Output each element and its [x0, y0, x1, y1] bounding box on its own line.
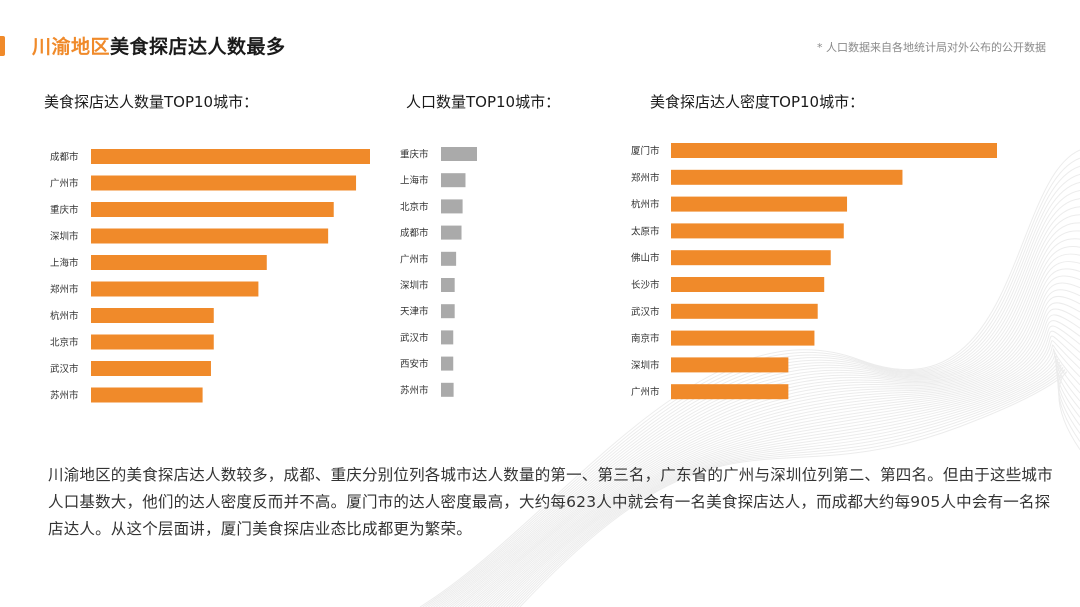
- count-category-label: 成都市: [50, 151, 79, 163]
- density-bar: [671, 277, 825, 292]
- count-category-label: 杭州市: [50, 310, 79, 322]
- count-bar: [91, 387, 203, 403]
- page-title-highlight: 川渝地区: [32, 36, 111, 58]
- count-bar: [91, 361, 211, 376]
- page-title-rest: 美食探店达人数最多: [110, 36, 286, 58]
- count-bar: [91, 228, 329, 244]
- density-bar: [671, 384, 789, 400]
- density-bar: [671, 250, 831, 266]
- density-bar: [671, 303, 818, 319]
- chart-title-creator-density: 美食探店达人密度TOP10城市：: [650, 93, 865, 111]
- count-category-label: 苏州市: [50, 390, 79, 402]
- population-bar: [441, 278, 455, 292]
- density-category-label: 长沙市: [631, 279, 660, 291]
- density-bar: [671, 143, 997, 158]
- population-category-label: 武汉市: [400, 332, 429, 344]
- title-accent-bar: [0, 36, 5, 56]
- population-bar: [441, 330, 454, 345]
- density-category-label: 武汉市: [631, 306, 660, 318]
- count-bar: [91, 308, 214, 323]
- count-category-label: 上海市: [50, 257, 79, 269]
- page-title: 川渝地区美食探店达人数最多: [32, 32, 286, 59]
- count-bar: [91, 202, 334, 217]
- count-bar: [91, 149, 370, 164]
- count-bar: [91, 175, 357, 191]
- density-category-label: 太原市: [631, 225, 660, 237]
- count-bar: [91, 281, 259, 297]
- count-category-label: 重庆市: [50, 204, 79, 216]
- population-bar: [441, 173, 466, 188]
- density-category-label: 广州市: [631, 386, 660, 398]
- population-category-label: 苏州市: [400, 384, 429, 396]
- population-bar: [441, 251, 457, 266]
- count-bar: [91, 334, 214, 350]
- population-category-label: 广州市: [400, 253, 429, 265]
- summary-paragraph: 川渝地区的美食探店达人数较多，成都、重庆分别位列各城市达人数量的第一、第三名，广…: [48, 466, 1053, 538]
- population-bar: [441, 382, 454, 397]
- count-category-label: 北京市: [50, 337, 79, 349]
- count-category-label: 武汉市: [50, 363, 79, 375]
- density-category-label: 郑州市: [631, 172, 660, 184]
- population-category-label: 西安市: [400, 358, 429, 370]
- chart-title-population: 人口数量TOP10城市：: [406, 93, 561, 111]
- density-category-label: 深圳市: [631, 359, 660, 371]
- population-category-label: 成都市: [400, 227, 429, 239]
- density-category-label: 佛山市: [631, 252, 660, 264]
- count-bar: [91, 255, 267, 270]
- density-category-label: 杭州市: [631, 199, 660, 211]
- density-bar: [671, 357, 789, 373]
- density-bar: [671, 330, 815, 346]
- count-category-label: 郑州市: [50, 284, 79, 296]
- density-bar: [671, 223, 844, 239]
- source-note: * 人口数据来自各地统计局对外公布的公开数据: [817, 41, 1046, 54]
- population-bar: [441, 304, 455, 319]
- population-category-label: 上海市: [400, 175, 429, 187]
- population-category-label: 天津市: [400, 306, 429, 318]
- density-category-label: 南京市: [631, 333, 660, 345]
- population-category-label: 北京市: [400, 201, 429, 213]
- population-category-label: 重庆市: [400, 149, 429, 161]
- population-bar: [441, 199, 463, 214]
- population-bar: [441, 225, 462, 240]
- density-category-label: 厦门市: [631, 145, 660, 157]
- count-category-label: 广州市: [50, 178, 79, 190]
- chart-title-creator-count: 美食探店达人数量TOP10城市：: [44, 93, 259, 111]
- count-category-label: 深圳市: [50, 231, 79, 243]
- density-bar: [671, 196, 848, 212]
- population-bar: [441, 147, 477, 161]
- population-bar: [441, 356, 454, 371]
- population-category-label: 深圳市: [400, 280, 429, 292]
- density-bar: [671, 169, 903, 185]
